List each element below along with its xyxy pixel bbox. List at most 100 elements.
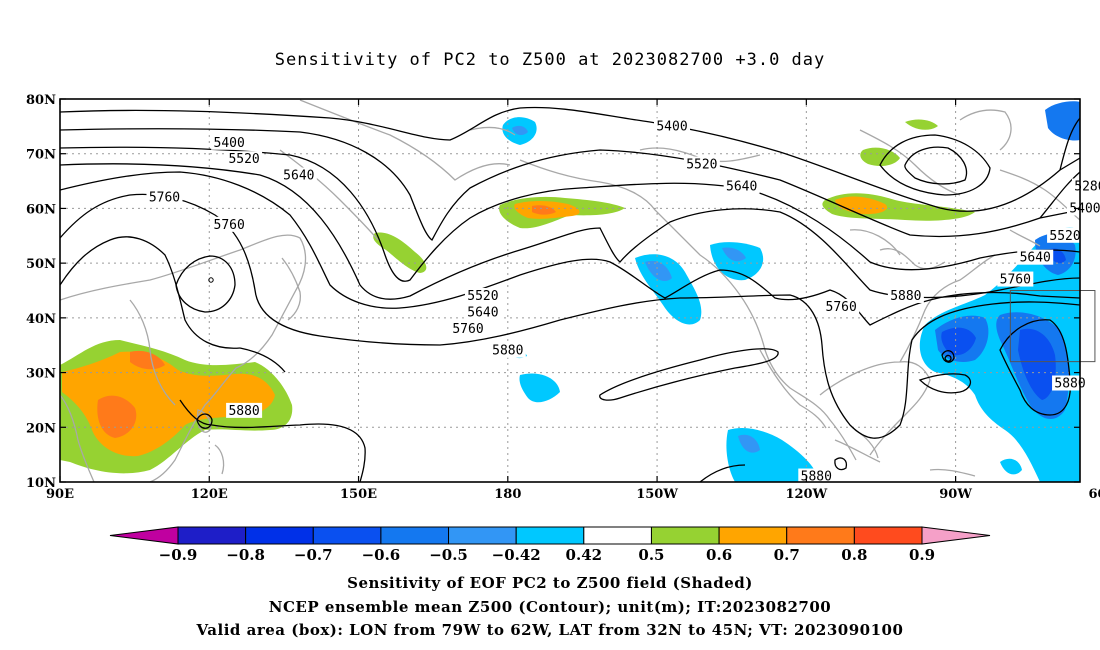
page-title: Sensitivity of PC2 to Z500 at 2023082700… xyxy=(274,50,826,70)
contour-label-bg xyxy=(798,468,835,484)
colorbar-label: −0.9 xyxy=(159,546,198,564)
contour-label-bg xyxy=(887,287,924,303)
contour-label-bg xyxy=(683,156,720,172)
lon-tick-label: 150E xyxy=(340,487,377,502)
contour-label: 5880 xyxy=(1054,377,1085,392)
contour-label: 5880 xyxy=(890,289,921,304)
contour-label: 5400 xyxy=(1069,201,1100,216)
lat-tick-label: 10N xyxy=(26,476,56,491)
shade-green xyxy=(860,119,938,166)
contour-label-bg xyxy=(997,271,1034,287)
lat-tick-label: 30N xyxy=(26,367,56,382)
colorbar-label: −0.6 xyxy=(362,546,401,564)
contour-label: 5760 xyxy=(149,190,180,205)
shade-blue xyxy=(941,327,976,356)
contour-label: 5880 xyxy=(492,344,523,359)
contour-label: 5880 xyxy=(228,404,259,419)
z500-contours xyxy=(60,106,1080,482)
contour-label-bg xyxy=(1017,249,1054,265)
contour-label-bg xyxy=(489,342,526,358)
colorbar-box xyxy=(853,526,923,545)
contour-label-bg xyxy=(211,216,248,232)
lon-tick-label: 150W xyxy=(636,487,678,502)
colorbar-label: −0.42 xyxy=(492,546,541,564)
contour-label: 5520 xyxy=(1049,229,1080,244)
colorbar-label: 0.8 xyxy=(841,546,867,564)
contour-label-bg xyxy=(211,134,248,150)
shade-blue xyxy=(645,260,672,282)
valid-area-box xyxy=(1009,290,1096,363)
shade-orange-dark xyxy=(97,350,165,438)
shade-blue xyxy=(1018,328,1056,400)
shade-blue xyxy=(722,247,746,262)
contour-label: 5280 xyxy=(1074,180,1100,195)
colorbar-box xyxy=(515,526,585,545)
contour-label-bg xyxy=(280,167,317,183)
shade-blue xyxy=(738,434,760,453)
contour-label: 5640 xyxy=(283,169,314,184)
contour-label-bg xyxy=(450,320,486,336)
colorbar-label: 0.6 xyxy=(706,546,732,564)
shade-blue xyxy=(508,349,560,403)
colorbar-box xyxy=(650,526,720,545)
colorbar-label: 0.42 xyxy=(566,546,603,564)
colorbar-label: 0.7 xyxy=(774,546,800,564)
contour-label-bg xyxy=(723,178,760,194)
lat-axis: 10N 20N 30N 40N 50N 60N 70N 80N xyxy=(26,93,1080,491)
lat-tick-label: 40N xyxy=(26,312,56,327)
colorbar: −0.9 −0.8 −0.7 −0.6 −0.5 −0.42 0.42 0.5 0.6 0.7 0.… xyxy=(109,526,991,564)
colorbar-label: 0.5 xyxy=(638,546,664,564)
shade-green xyxy=(373,232,427,273)
contour-label: 5640 xyxy=(467,305,498,320)
contour-label-bg xyxy=(654,118,690,134)
colorbar-box xyxy=(380,526,450,545)
contour-label: 5760 xyxy=(1000,273,1031,288)
lat-tick-label: 80N xyxy=(26,93,56,108)
contour-label-bg xyxy=(823,298,860,314)
lat-tick-label: 70N xyxy=(26,148,56,163)
contour-label-bg xyxy=(1071,178,1100,194)
colorbar-box xyxy=(245,526,314,545)
colorbar-box xyxy=(312,526,382,545)
shade-blue xyxy=(1000,458,1022,475)
contour-label-bg xyxy=(464,304,501,320)
lat-tick-label: 60N xyxy=(26,202,56,217)
colorbar-box xyxy=(177,526,247,545)
colorbar-box xyxy=(786,526,855,545)
lon-tick-label: 90W xyxy=(939,487,972,502)
contour-label: 5400 xyxy=(214,136,245,151)
colorbar-box xyxy=(718,526,788,545)
colorbar-box xyxy=(448,526,517,545)
contour-label-bg xyxy=(1052,375,1089,391)
shade-orange-dark xyxy=(532,205,556,215)
shade-blue xyxy=(919,227,1080,482)
shade-blue xyxy=(635,254,702,325)
shade-blue xyxy=(1045,101,1080,141)
contour-label-bg xyxy=(146,189,183,205)
contour-label: 5640 xyxy=(1020,251,1051,266)
sensitivity-map: 5400552056405760576054005520564055205640… xyxy=(26,93,1100,564)
colorbar-box xyxy=(583,526,652,545)
contour-label: 5520 xyxy=(686,158,717,173)
caption-valid-area: Valid area (box): LON from 79W to 62W, L… xyxy=(196,621,904,639)
contour-label: 5520 xyxy=(467,289,498,304)
colorbar-max-triangle xyxy=(921,526,991,545)
colorbar-label: 0.9 xyxy=(909,546,935,564)
contour-label-bg xyxy=(1047,227,1084,243)
shade-blue xyxy=(512,125,528,136)
contour-label-bg xyxy=(226,151,263,167)
caption-shaded: Sensitivity of EOF PC2 to Z500 field (Sh… xyxy=(347,574,753,592)
contour-center-marker xyxy=(208,277,214,283)
contour-label: 5760 xyxy=(214,218,245,233)
plot-frame xyxy=(59,98,1081,483)
lon-tick-label: 90E xyxy=(46,487,74,502)
contour-label-bg xyxy=(1066,200,1100,216)
lon-tick-label: 120E xyxy=(191,487,228,502)
lon-axis: 90E 120E 150E 180 150W 120W 90W 60W xyxy=(46,99,1100,502)
contour-label-bg xyxy=(464,287,501,303)
contour-label-bg xyxy=(226,402,263,418)
lon-tick-label: 180 xyxy=(494,487,521,502)
colorbar-min-triangle xyxy=(109,526,179,545)
colorbar-label: −0.8 xyxy=(226,546,265,564)
contour-label: 5880 xyxy=(801,470,832,485)
